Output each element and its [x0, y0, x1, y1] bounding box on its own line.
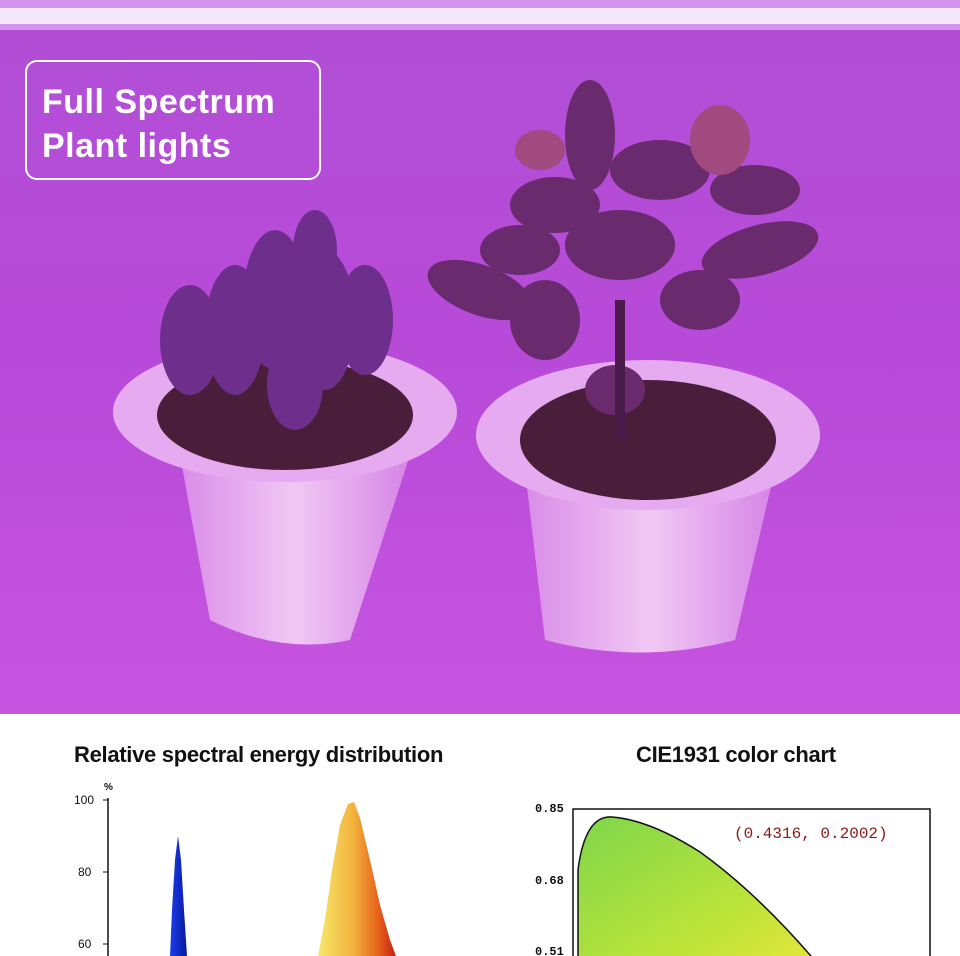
- spectral-axes: [103, 798, 109, 956]
- charts-svg: % 100 80 60 0.85 0.68 0.51 (0.4316, 0.20…: [74, 782, 931, 956]
- spectral-tick-80: 80: [78, 865, 92, 879]
- warm-peak: [318, 802, 396, 956]
- leafy-plant: [427, 80, 819, 440]
- spectral-chart-title: Relative spectral energy distribution: [74, 742, 444, 767]
- cie-tick-051: 0.51: [535, 945, 564, 956]
- badge-line-2: Plant lights: [42, 127, 232, 165]
- cie-tick-068: 0.68: [535, 874, 564, 888]
- spectral-tick-60: 60: [78, 937, 92, 951]
- plant-photo-illustration: [0, 0, 960, 714]
- right-pot: [476, 360, 820, 653]
- spectral-tick-100: 100: [74, 793, 94, 807]
- blue-peak: [170, 836, 187, 956]
- product-badge: Full Spectrum Plant lights: [25, 60, 321, 180]
- badge-line-1: Full Spectrum: [42, 83, 276, 121]
- cactus: [160, 210, 393, 430]
- cie-chart-title: CIE1931 color chart: [636, 742, 836, 767]
- cie-frame: [572, 808, 931, 956]
- cie-tick-085: 0.85: [535, 802, 564, 816]
- cie-coordinate: (0.4316, 0.2002): [734, 825, 888, 843]
- spectral-unit: %: [104, 782, 113, 793]
- product-photo: Full Spectrum Plant lights: [0, 0, 960, 714]
